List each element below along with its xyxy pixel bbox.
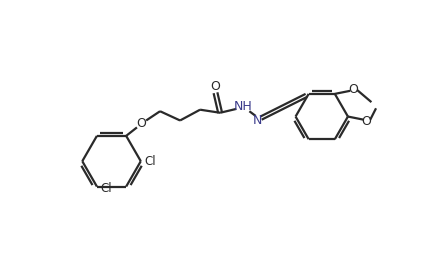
Text: O: O — [137, 117, 147, 130]
Text: Cl: Cl — [100, 182, 112, 195]
Text: N: N — [253, 114, 262, 127]
Text: NH: NH — [234, 100, 253, 113]
Text: O: O — [348, 83, 358, 96]
Text: O: O — [362, 115, 371, 128]
Text: O: O — [211, 80, 220, 93]
Text: Cl: Cl — [145, 155, 156, 169]
